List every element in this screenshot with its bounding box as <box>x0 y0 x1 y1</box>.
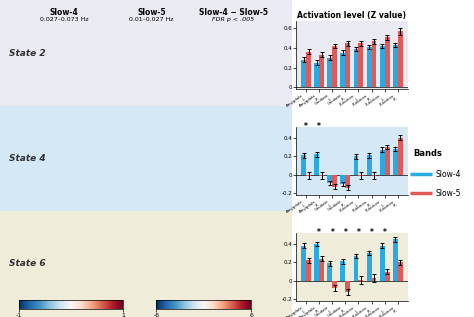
Bar <box>398 31 402 87</box>
Bar <box>354 256 358 281</box>
Bar <box>372 41 376 87</box>
Text: *: * <box>318 121 321 131</box>
Text: Slow-5: Slow-5 <box>436 189 461 198</box>
Bar <box>398 262 402 281</box>
Bar <box>328 175 332 183</box>
Text: FDR p < .005: FDR p < .005 <box>212 17 254 23</box>
Bar <box>0 106 292 211</box>
Bar <box>332 46 337 87</box>
Bar <box>328 58 332 87</box>
Bar <box>340 262 346 281</box>
Bar <box>354 49 358 87</box>
Bar <box>306 52 311 87</box>
Text: State 2: State 2 <box>9 49 46 58</box>
Bar <box>372 175 376 176</box>
Bar <box>398 138 402 175</box>
Text: *: * <box>356 228 360 236</box>
Bar <box>372 278 376 281</box>
Bar <box>0 0 292 106</box>
Text: 0.027–0.073 Hz: 0.027–0.073 Hz <box>40 17 89 23</box>
Bar <box>384 272 390 281</box>
Bar <box>366 155 372 175</box>
Bar <box>366 253 372 281</box>
Text: *: * <box>330 228 334 236</box>
Text: Slow-4: Slow-4 <box>50 8 79 17</box>
Bar <box>358 43 364 87</box>
Bar <box>301 60 306 87</box>
Bar <box>319 259 324 281</box>
Bar <box>319 175 324 176</box>
Bar <box>358 280 364 281</box>
Bar <box>0 211 292 317</box>
Bar <box>392 149 398 175</box>
Bar <box>328 263 332 281</box>
Bar <box>346 281 350 292</box>
Bar <box>380 246 384 281</box>
Bar <box>384 147 390 175</box>
Text: Slow-5: Slow-5 <box>137 8 166 17</box>
Bar <box>314 154 319 175</box>
Text: *: * <box>344 228 347 236</box>
Text: *: * <box>383 228 386 236</box>
Text: *: * <box>318 228 321 236</box>
Text: *: * <box>370 228 374 236</box>
Bar <box>301 246 306 281</box>
Bar <box>332 281 337 288</box>
Bar <box>306 175 311 176</box>
Title: Activation level (Z value): Activation level (Z value) <box>298 11 406 20</box>
Bar <box>340 53 346 87</box>
Bar <box>354 156 358 175</box>
Bar <box>346 175 350 188</box>
Bar <box>384 37 390 87</box>
Bar <box>314 63 319 87</box>
Bar <box>346 43 350 87</box>
Text: Slow-4: Slow-4 <box>436 170 461 179</box>
Text: Bands: Bands <box>413 149 442 158</box>
Bar <box>332 175 337 187</box>
Bar <box>380 46 384 87</box>
Bar <box>358 175 364 176</box>
Text: 0.01–0.027 Hz: 0.01–0.027 Hz <box>129 17 174 23</box>
Bar <box>392 45 398 87</box>
Text: State 4: State 4 <box>9 154 46 163</box>
Bar <box>319 55 324 87</box>
Bar <box>340 175 346 184</box>
Bar <box>301 155 306 175</box>
Bar <box>314 244 319 281</box>
Text: *: * <box>304 121 308 131</box>
Text: State 6: State 6 <box>9 259 46 268</box>
Bar <box>306 261 311 281</box>
Bar <box>392 239 398 281</box>
Text: Slow-4 − Slow-5: Slow-4 − Slow-5 <box>199 8 268 17</box>
Bar <box>380 150 384 175</box>
Bar <box>366 47 372 87</box>
